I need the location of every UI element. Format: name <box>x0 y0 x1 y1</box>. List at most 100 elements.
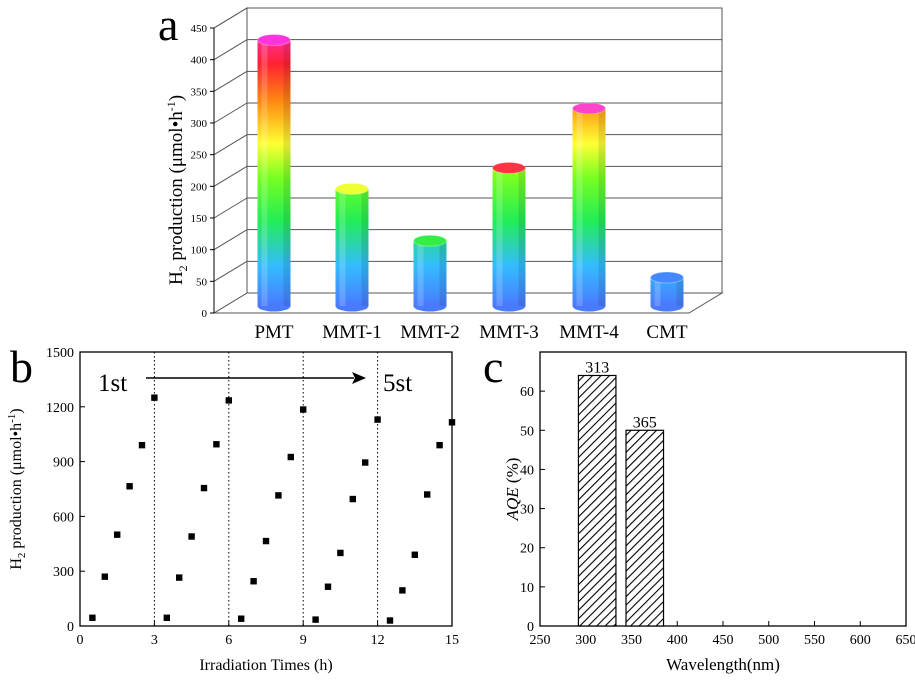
panel-b-y-axis-label: H2 production (μmol•h-1) <box>6 408 28 569</box>
panel-a-gridline-side <box>213 260 248 282</box>
panel-b-data-point <box>349 495 356 503</box>
panel-a-category-label: MMT-4 <box>559 322 619 343</box>
panel-a-bar-pmt <box>257 34 291 312</box>
panel-c-label: c <box>483 341 503 392</box>
panel-b-data-point <box>399 587 406 594</box>
panel-c-y-tick-label: 50 <box>520 424 534 439</box>
panel-a-label: a <box>158 0 178 50</box>
panel-b-x-tick-label: 9 <box>300 633 307 648</box>
panel-b-data-point <box>300 406 307 413</box>
panel-b-data-point <box>250 578 257 585</box>
panel-c-y-tick-label: 20 <box>520 542 534 557</box>
panel-c-bar-label: 313 <box>585 359 609 376</box>
panel-a-category-label: PMT <box>254 322 293 343</box>
panel-b-data-point <box>312 616 319 623</box>
panel-c-y-tick-label: 40 <box>520 463 534 478</box>
panel-b-data-point <box>188 533 195 540</box>
panel-a-3d-bar-chart: a 0 50 100 150 200 250 300 350 400 450 PMT MMT-1 MM… <box>158 0 724 343</box>
panel-a-category-label: MMT-3 <box>479 322 538 343</box>
panel-b-data-point <box>436 441 443 449</box>
panel-a-y-tick-label: 250 <box>191 150 208 162</box>
panel-a-gridline-side <box>213 39 248 61</box>
panel-a-y-ticks: 0 50 100 150 200 250 300 350 400 450 <box>191 23 215 320</box>
panel-a-y-tick-label: 100 <box>191 245 208 257</box>
panel-a-bar-mmt-2 <box>413 234 447 312</box>
panel-a-gridline-side <box>213 102 248 124</box>
panel-b-data-point <box>262 537 270 545</box>
panel-c-x-tick-label: 550 <box>804 633 825 648</box>
panel-b-data-point <box>101 573 108 580</box>
panel-b-data-point <box>151 394 158 401</box>
panel-a-gridline-side <box>213 165 248 187</box>
panel-b-axis-ticks: 0 3 6 9 12 15 0 300 600 900 1200 1500 <box>46 346 459 648</box>
panel-a-y-tick-label: 450 <box>191 23 208 35</box>
panel-a-y-tick-label: 200 <box>191 181 208 193</box>
panel-c-bar-label: 365 <box>633 414 657 431</box>
panel-b-data-point <box>324 583 332 590</box>
panel-b-data-point <box>362 459 369 466</box>
panel-a-category-label: MMT-2 <box>400 322 459 343</box>
panel-a-bar-cmt <box>650 271 684 312</box>
panel-b-data-points <box>89 394 456 624</box>
panel-b-y-tick-label: 0 <box>67 620 74 635</box>
panel-b-scatter-chart: b 0 3 6 9 12 15 0 300 600 900 1200 1500 1st 5st Irr… <box>6 341 459 674</box>
panel-c-y-tick-label: 30 <box>520 503 534 518</box>
panel-c-y-tick-label: 0 <box>527 620 534 635</box>
panel-c-axis-ticks: 250 300 350 400 450 500 550 600 650 0 10 20 30 40 50 60 <box>520 385 915 648</box>
panel-b-data-point <box>275 492 282 499</box>
panel-c-x-tick-label: 350 <box>621 633 642 648</box>
panel-b-data-point <box>448 419 456 426</box>
panel-b-annotation-start: 1st <box>98 370 127 397</box>
panel-a-side-wall <box>213 7 248 314</box>
panel-a-y-tick-label: 150 <box>191 213 208 225</box>
panel-a-gridline-side <box>213 197 248 219</box>
panel-b-data-point <box>238 615 245 622</box>
panel-a-category-label: CMT <box>646 322 688 343</box>
panel-b-annotation-end: 5st <box>383 370 412 397</box>
panel-c-bars: 313 365 <box>577 359 665 627</box>
panel-b-data-point <box>89 614 96 621</box>
panel-b-cycle-arrow-head <box>352 372 366 384</box>
panel-c-x-tick-label: 300 <box>575 633 596 648</box>
panel-b-data-point <box>176 574 183 581</box>
panel-c-bar-313 <box>577 374 617 627</box>
panel-b-x-tick-label: 3 <box>151 633 158 648</box>
panel-a-back-wall <box>246 7 723 294</box>
panel-a-bar-mmt-4 <box>572 102 606 312</box>
panel-c-x-tick-label: 450 <box>713 633 734 648</box>
panel-b-data-point <box>138 441 146 449</box>
panel-a-gridline-side <box>213 7 248 29</box>
panel-a-y-tick-label: 0 <box>202 308 208 320</box>
panel-b-data-point <box>225 397 232 404</box>
panel-a-category-labels: PMT MMT-1 MMT-2 MMT-3 MMT-4 CMT <box>254 322 688 343</box>
panel-b-y-tick-label: 1200 <box>46 401 74 416</box>
panel-b-plot-frame <box>79 351 453 627</box>
panel-b-label: b <box>10 341 33 392</box>
panel-c-x-axis-label: Wavelength(nm) <box>666 655 780 674</box>
panel-b-data-point <box>411 551 418 558</box>
panel-b-data-point <box>287 453 294 461</box>
panel-a-bar-mmt-3 <box>492 161 526 312</box>
panel-a-category-label: MMT-1 <box>322 322 381 343</box>
panel-b-x-axis-label: Irradiation Times (h) <box>199 657 332 674</box>
panel-a-gridline-side <box>213 70 248 92</box>
panel-b-x-tick-label: 15 <box>445 633 459 648</box>
panel-a-y-tick-label: 400 <box>191 55 208 67</box>
panel-b-y-tick-label: 900 <box>53 456 74 471</box>
panel-b-x-tick-label: 6 <box>225 633 232 648</box>
panel-a-gridline-side <box>213 134 248 156</box>
panel-a-y-tick-label: 50 <box>196 276 208 288</box>
panel-b-y-tick-label: 300 <box>53 565 74 580</box>
panel-b-x-tick-label: 12 <box>371 633 385 648</box>
panel-b-data-point <box>114 531 121 538</box>
panel-c-y-axis-label: AQE (%) <box>503 458 522 522</box>
panel-b-data-point <box>374 416 381 423</box>
panel-b-data-point <box>126 483 133 490</box>
panel-b-data-point <box>200 484 208 492</box>
panel-c-x-tick-label: 650 <box>896 633 915 648</box>
panel-c-x-tick-label: 400 <box>667 633 688 648</box>
panel-b-cycle-dividers <box>153 352 379 626</box>
panel-b-data-point <box>386 617 394 624</box>
panel-c-bar-chart: c 250 300 350 400 450 500 550 600 650 0 10 20 30 40 50… <box>483 341 915 674</box>
